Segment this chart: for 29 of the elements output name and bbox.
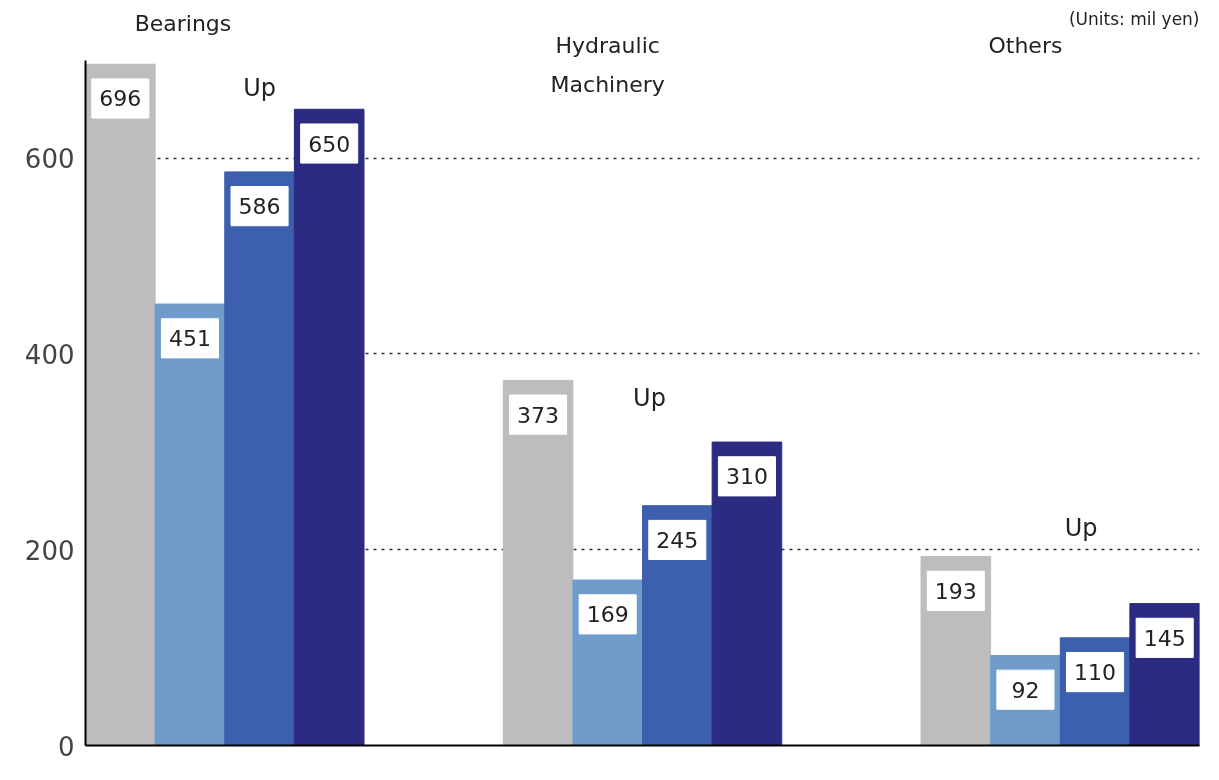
data-label: 310 xyxy=(725,464,768,490)
bar xyxy=(711,441,783,746)
data-label: 373 xyxy=(517,402,560,428)
bar xyxy=(154,303,226,746)
bar xyxy=(502,379,574,746)
bar xyxy=(85,63,156,746)
bar xyxy=(293,108,365,746)
y-tick-label: 400 xyxy=(24,339,75,370)
data-label: 145 xyxy=(1143,625,1186,651)
annotation: Up xyxy=(243,73,276,102)
data-label: 245 xyxy=(656,527,699,553)
y-tick-label: 600 xyxy=(24,144,75,175)
data-label: 650 xyxy=(308,131,351,157)
bar xyxy=(224,171,295,746)
y-tick-label: 200 xyxy=(24,535,75,566)
annotation: Hydraulic Machinery xyxy=(550,33,665,98)
text: Others xyxy=(988,33,1063,59)
annotation: Up xyxy=(633,384,666,413)
text: Bearings xyxy=(134,10,232,36)
data-label: 451 xyxy=(168,326,211,352)
data-label: 92 xyxy=(1011,677,1040,703)
data-label: 696 xyxy=(99,86,142,112)
annotation: Up xyxy=(1064,514,1098,543)
data-label: 586 xyxy=(238,194,281,220)
y-tick-label: 0 xyxy=(57,731,75,762)
text: (Units: mil yen) xyxy=(1068,9,1200,30)
data-label: 169 xyxy=(586,602,629,628)
data-label: 110 xyxy=(1074,660,1117,686)
data-label: 193 xyxy=(934,578,977,604)
